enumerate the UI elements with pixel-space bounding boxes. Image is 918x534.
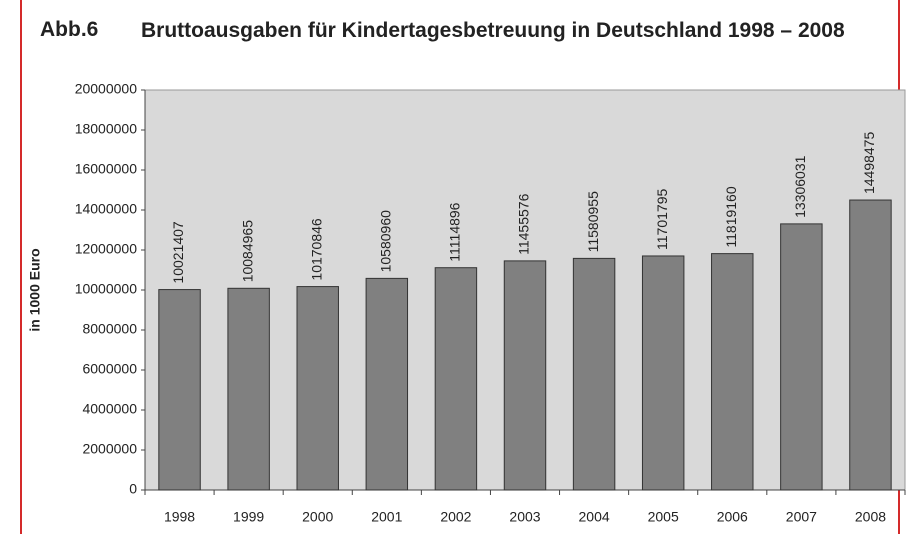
bar (158, 289, 201, 491)
x-tick-label: 2006 (717, 509, 748, 525)
y-tick-label: 12000000 (75, 241, 138, 257)
x-tick-label: 2000 (302, 509, 333, 525)
y-tick-label: 0 (129, 481, 137, 497)
y-tick-label: 4000000 (82, 401, 137, 417)
x-tick-label: 2005 (648, 509, 679, 525)
bar (572, 257, 616, 491)
bar (296, 286, 339, 491)
bar (503, 260, 547, 491)
value-label: 13306031 (792, 155, 808, 218)
bar (227, 287, 270, 491)
value-label: 11455576 (516, 193, 532, 254)
value-label: 10170846 (308, 218, 324, 281)
x-tick-label: 2001 (371, 509, 402, 525)
y-tick-label: 16000000 (75, 161, 138, 177)
y-tick-label: 6000000 (82, 361, 137, 377)
y-tick-label: 2000000 (82, 441, 137, 457)
x-tick-label: 2003 (509, 509, 540, 525)
x-tick-label: 2007 (786, 509, 817, 525)
x-tick-label: 2004 (579, 509, 610, 525)
y-tick-label: 8000000 (82, 321, 137, 337)
value-label: 11819160 (723, 186, 739, 247)
value-label: 11114896 (447, 202, 463, 261)
value-label: 14498475 (861, 132, 877, 195)
bar (849, 199, 892, 491)
y-tick-label: 20000000 (75, 81, 138, 97)
y-tick-label: 18000000 (75, 121, 138, 137)
y-tick-label: 10000000 (75, 281, 138, 297)
value-label: 10084965 (239, 220, 255, 283)
x-tick-label: 1998 (164, 509, 195, 525)
x-tick-label: 1999 (233, 509, 264, 525)
y-axis-label: in 1000 Euro (27, 248, 43, 331)
bar (434, 267, 478, 491)
value-label: 10580960 (378, 210, 394, 273)
bar (780, 223, 823, 491)
bar (365, 277, 409, 491)
y-tick-label: 14000000 (75, 201, 138, 217)
x-tick-label: 2002 (440, 509, 471, 525)
bar (711, 253, 754, 491)
chart-title: Bruttoausgaben für Kindertagesbetreuung … (141, 19, 845, 42)
value-label: 10021407 (170, 221, 186, 284)
value-label: 11580955 (585, 191, 601, 252)
x-tick-label: 2008 (855, 509, 886, 525)
value-label: 11701795 (654, 189, 670, 250)
figure-label: Abb.6 (40, 18, 99, 41)
bar (641, 255, 685, 491)
